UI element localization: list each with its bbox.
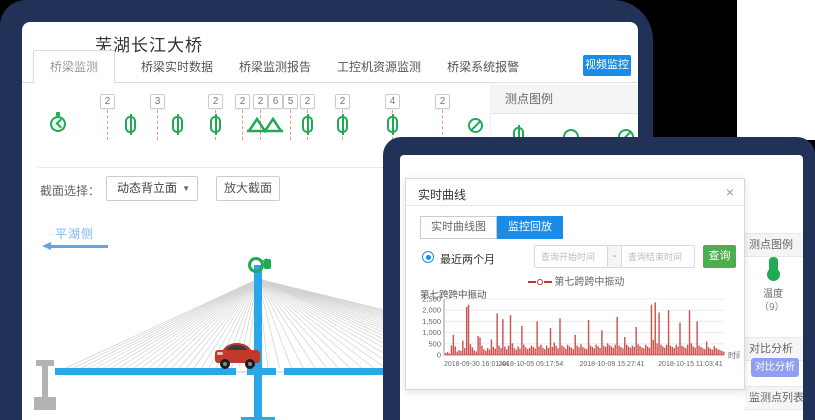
sensor-dash-line — [107, 110, 108, 140]
svg-text:2,000: 2,000 — [422, 306, 441, 315]
legend-marker-circle — [536, 279, 543, 286]
chart-axis-title: 第七跨跨中振动 — [420, 290, 487, 301]
main-tab-2[interactable]: 桥梁监测报告 — [239, 60, 312, 74]
dialog-tabs: 实时曲线图 监控回放 — [420, 216, 563, 239]
left-arrow-icon — [42, 242, 108, 250]
chain-icon[interactable] — [125, 114, 136, 135]
main-tab-3[interactable]: 工控机资源监测 — [337, 60, 422, 74]
page-title: 芜湖长江大桥 — [95, 36, 203, 55]
section-select-dropdown[interactable]: 动态背立面 ▼ — [106, 176, 198, 201]
svg-text:2,500: 2,500 — [422, 295, 441, 304]
bridge-side-label: 平湖侧 — [55, 227, 95, 241]
radio-button[interactable] — [422, 251, 434, 263]
close-icon[interactable]: × — [725, 184, 734, 200]
query-button[interactable]: 查询 — [703, 245, 736, 268]
modal-window-frame: 测点图例 温度 （9） 对比分析 对比分析 监测点列表 实时曲线 × 实时曲线图… — [383, 137, 815, 420]
main-tab-bar: 桥梁监测 桥梁实时数据 桥梁监测报告 工控机资源监测 桥梁系统报警 — [22, 50, 638, 84]
sensor-dash-line — [442, 110, 443, 140]
sensor-count-badge: 2 — [100, 94, 115, 109]
main-tabs: 桥梁监测 桥梁实时数据 桥梁监测报告 工控机资源监测 桥梁系统报警 — [33, 50, 545, 84]
svg-text:1,500: 1,500 — [422, 317, 441, 326]
svg-text:0: 0 — [437, 351, 441, 360]
svg-text:2018-10-05 05:17:54: 2018-10-05 05:17:54 — [498, 361, 563, 368]
car — [215, 343, 260, 369]
thermometer-icon — [767, 257, 780, 281]
sensor-count-badge: 3 — [150, 94, 165, 109]
point-list-header: 监测点列表 — [745, 386, 803, 410]
legend-label: 第七跨跨中振动 — [554, 277, 625, 288]
svg-text:1,000: 1,000 — [422, 328, 441, 337]
video-monitor-button[interactable]: 视频监控 — [583, 55, 631, 76]
temperature-label: 温度 — [763, 289, 783, 300]
sensor-count-badge: 4 — [385, 94, 400, 109]
svg-text:2018-10-15 11:03:41: 2018-10-15 11:03:41 — [658, 361, 723, 368]
svg-text:时间: 时间 — [728, 350, 740, 360]
chain-icon[interactable] — [302, 114, 313, 135]
chain-icon[interactable] — [337, 114, 348, 135]
bridge-deck — [55, 368, 638, 375]
svg-text:2018-10-09 15:27:41: 2018-10-09 15:27:41 — [580, 361, 645, 368]
svg-text:500: 500 — [428, 339, 441, 348]
sensor-dash-line — [157, 110, 158, 140]
range-separator: - — [608, 245, 621, 268]
background-corner — [737, 0, 815, 140]
tower-cap — [241, 417, 275, 420]
section-select-value: 动态背立面 — [117, 181, 178, 195]
legend-header-fragment: 测点图例 — [745, 233, 803, 257]
chart-legend[interactable]: 第七跨跨中振动 — [406, 273, 746, 288]
chain-icon[interactable] — [172, 114, 183, 135]
inner-screenshot-page: 测点图例 温度 （9） 对比分析 对比分析 监测点列表 实时曲线 × 实时曲线图… — [400, 155, 803, 420]
section-controls: 截面选择： 动态背立面 ▼ 放大截面 — [22, 174, 482, 206]
sensor-count-badge: 2 — [235, 94, 250, 109]
enlarge-section-button[interactable]: 放大截面 — [216, 176, 280, 201]
rotation-sensor-icon — [248, 257, 271, 273]
bridge-tower — [254, 265, 262, 420]
main-tab-1[interactable]: 桥梁实时数据 — [141, 60, 214, 74]
chain-icon[interactable] — [387, 114, 398, 135]
main-tab-0[interactable]: 桥梁监测 — [33, 50, 116, 84]
compare-analysis-button[interactable]: 对比分析 — [751, 358, 799, 377]
main-tab-4[interactable]: 桥梁系统报警 — [447, 60, 520, 74]
chevron-down-icon: ▼ — [182, 184, 190, 193]
section-select-label: 截面选择： — [40, 184, 101, 198]
legend-marker-line — [543, 281, 552, 284]
sensor-dash-line — [242, 110, 243, 140]
sensor-count-badge: 2 — [300, 94, 315, 109]
sensor-count-badge: 2 — [435, 94, 450, 109]
dialog-title: 实时曲线 — [418, 188, 467, 202]
dialog-header: 实时曲线 × — [406, 179, 744, 206]
sensor-count-badge: 2 — [253, 94, 268, 109]
legend-marker-line — [527, 281, 536, 284]
ban-icon[interactable] — [468, 118, 483, 133]
sensor-count-badge: 2 — [208, 94, 223, 109]
dialog-tab-0[interactable]: 实时曲线图 — [420, 216, 497, 239]
vibration-chart: 0 500 1,000 1,500 2,000 2,500 2018-09-30 16:01… — [414, 295, 744, 389]
temperature-count: （9） — [759, 302, 785, 313]
dialog-tab-1[interactable]: 监控回放 — [497, 216, 563, 239]
truss-sensor-icon[interactable] — [247, 114, 283, 134]
sensor-count-badge: 5 — [283, 94, 298, 109]
sensor-count-badge: 6 — [268, 94, 283, 109]
chain-icon[interactable] — [210, 114, 221, 135]
radio-label: 最近两个月 — [440, 254, 495, 266]
svg-text:2018-09-30 16:01:44: 2018-09-30 16:01:44 — [444, 361, 509, 368]
end-time-input[interactable] — [621, 245, 695, 268]
left-pier — [34, 360, 56, 410]
point-legend-title: 测点图例 — [491, 85, 638, 114]
start-time-input[interactable] — [534, 245, 608, 268]
compare-section-header: 对比分析 — [745, 337, 803, 361]
divider-line — [38, 167, 480, 168]
sensor-dash-line — [290, 110, 291, 140]
sensor-count-badge: 2 — [335, 94, 350, 109]
speedometer-icon[interactable] — [50, 112, 66, 132]
